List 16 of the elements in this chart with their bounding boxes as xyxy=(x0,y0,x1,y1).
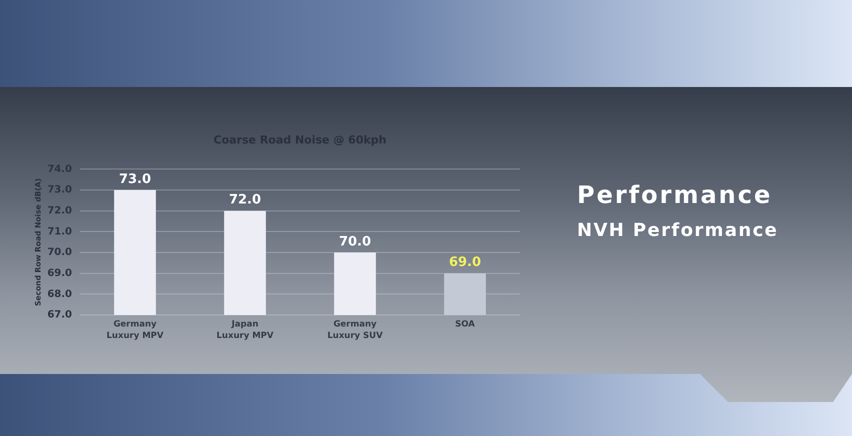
data-label: 72.0 xyxy=(228,192,262,208)
y-tick-label: 70.0 xyxy=(47,247,72,258)
x-tick-label: Japan Luxury MPV xyxy=(216,320,274,341)
x-tick-label: Germany Luxury MPV xyxy=(106,320,164,341)
y-tick-label: 69.0 xyxy=(47,268,72,279)
y-tick-label: 67.0 xyxy=(47,310,72,321)
y-tick-label: 72.0 xyxy=(47,205,72,216)
x-tick-label: SOA xyxy=(455,320,476,330)
y-tick-label: 71.0 xyxy=(47,226,72,238)
data-label: 73.0 xyxy=(118,172,152,187)
text: Performance xyxy=(577,181,772,209)
x-tick-label: Germany Luxury SUV xyxy=(327,320,384,341)
y-tick-label: 68.0 xyxy=(47,288,72,300)
data-label: 70.0 xyxy=(338,234,372,250)
text: NVH Performance xyxy=(577,220,778,241)
data-label: 69.0 xyxy=(448,255,482,270)
